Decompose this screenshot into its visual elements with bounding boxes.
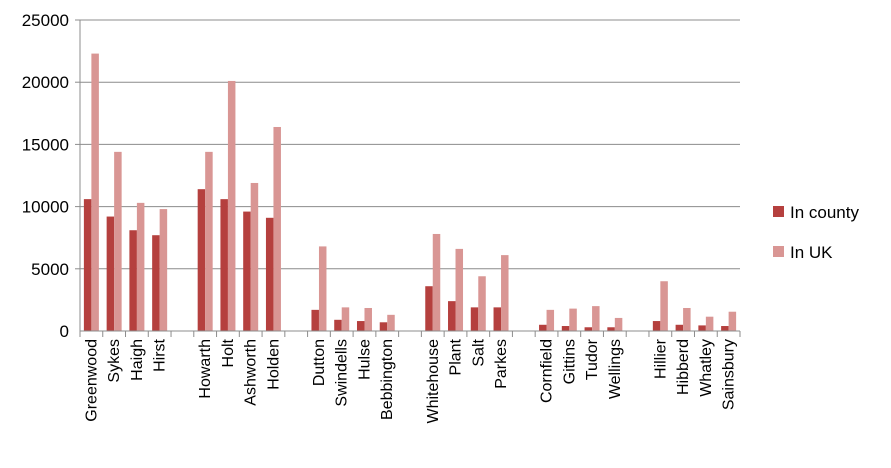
bar-in-county bbox=[220, 199, 228, 331]
bar-in-county bbox=[561, 326, 570, 331]
x-tick-label: Dutton bbox=[311, 339, 328, 386]
y-tick-label: 0 bbox=[60, 322, 69, 341]
bar-in-uk bbox=[250, 182, 259, 331]
bar-in-county bbox=[265, 217, 274, 331]
x-tick-label: Tudor bbox=[584, 338, 601, 380]
bar-in-county bbox=[334, 319, 342, 331]
bar-in-county bbox=[243, 211, 251, 331]
x-tick-label: Whitehouse bbox=[425, 339, 442, 424]
bar-in-uk bbox=[683, 307, 691, 331]
bar-in-uk bbox=[318, 246, 327, 331]
x-tick-label: Ashworth bbox=[243, 339, 260, 406]
x-tick-label: Howarth bbox=[197, 339, 214, 399]
y-tick-label: 25000 bbox=[22, 11, 69, 30]
x-tick-label: Haigh bbox=[129, 339, 146, 381]
bar-in-county bbox=[311, 309, 319, 331]
x-tick-label: Swindells bbox=[334, 339, 351, 407]
legend-swatch-in-uk bbox=[773, 246, 784, 257]
y-tick-labels: 0 5000 10000 15000 20000 25000 bbox=[22, 11, 69, 341]
bar-in-county bbox=[356, 321, 365, 331]
bar-in-county bbox=[607, 327, 615, 331]
bar-in-county bbox=[448, 301, 456, 331]
x-tick-label: Holt bbox=[220, 338, 237, 367]
x-tick-label: Parkes bbox=[493, 339, 510, 389]
x-tick-label: Whatley bbox=[698, 339, 715, 397]
bar-in-uk bbox=[569, 308, 577, 331]
x-tick-label: Bebbington bbox=[379, 339, 396, 420]
x-tick-label: Sykes bbox=[106, 339, 123, 383]
bars bbox=[83, 53, 737, 332]
x-tick-label: Plant bbox=[448, 338, 465, 375]
legend-label-in-uk: In UK bbox=[790, 243, 833, 262]
gridlines bbox=[80, 19, 740, 270]
bar-in-uk bbox=[136, 202, 145, 331]
axes bbox=[75, 19, 741, 337]
x-tick-label: Salt bbox=[470, 338, 487, 366]
y-tick-label: 10000 bbox=[22, 198, 69, 217]
bar-in-county bbox=[675, 324, 684, 331]
y-tick-label: 15000 bbox=[22, 135, 69, 154]
bar-in-county bbox=[721, 326, 729, 331]
bar-in-uk bbox=[273, 126, 281, 331]
legend-label-in-county: In county bbox=[790, 203, 859, 222]
bar-in-county bbox=[106, 216, 115, 331]
bar-in-uk bbox=[546, 309, 555, 331]
legend-swatch-in-county bbox=[773, 206, 784, 217]
bar-in-uk bbox=[432, 233, 441, 331]
bar-in-uk bbox=[728, 311, 737, 331]
x-tick-label: Sainsbury bbox=[721, 339, 738, 410]
y-tick-label: 5000 bbox=[31, 260, 69, 279]
bar-in-uk bbox=[501, 255, 509, 331]
bar-in-county bbox=[493, 307, 502, 331]
bar-in-uk bbox=[660, 281, 668, 331]
bar-in-uk bbox=[705, 316, 714, 331]
x-tick-label: Greenwood bbox=[83, 339, 100, 422]
y-tick-label: 20000 bbox=[22, 73, 69, 92]
x-tick-label: Wellings bbox=[607, 339, 624, 399]
x-tick-label: Hillier bbox=[652, 338, 669, 379]
bar-in-uk bbox=[614, 317, 623, 331]
bar-in-county bbox=[379, 322, 388, 331]
bar-in-uk bbox=[478, 276, 486, 331]
x-tick-label: Holden bbox=[265, 339, 282, 390]
bar-in-county bbox=[83, 199, 92, 331]
bar-in-county bbox=[470, 307, 479, 331]
bar-in-uk bbox=[592, 306, 600, 331]
bar-in-uk bbox=[455, 248, 464, 331]
bar-in-uk bbox=[364, 307, 372, 331]
bar-in-county bbox=[197, 189, 206, 331]
x-tick-label: Hulse bbox=[356, 339, 373, 380]
bar-in-uk bbox=[114, 151, 122, 331]
x-tick-label: Hibberd bbox=[675, 339, 692, 395]
bar-in-county bbox=[698, 325, 706, 331]
bar-in-county bbox=[584, 327, 593, 331]
x-tick-label: Hirst bbox=[152, 338, 169, 371]
x-tick-labels: Greenwood Sykes Haigh Hirst Howarth Holt Ashwo… bbox=[83, 338, 737, 423]
bar-in-county bbox=[539, 324, 547, 331]
bar-in-uk bbox=[387, 314, 395, 331]
bar-in-county bbox=[425, 286, 433, 331]
bar-in-county bbox=[129, 230, 137, 331]
bar-in-county bbox=[652, 321, 661, 331]
bar-in-uk bbox=[341, 307, 350, 331]
bar-in-county bbox=[152, 235, 160, 331]
legend: In county In UK bbox=[773, 203, 859, 262]
bar-in-uk bbox=[91, 53, 99, 331]
bar-in-uk bbox=[159, 209, 168, 331]
x-tick-label: Gittins bbox=[561, 339, 578, 384]
x-tick-label: Cornfield bbox=[539, 339, 556, 403]
bar-in-uk bbox=[205, 151, 213, 331]
bar-in-uk bbox=[227, 80, 236, 332]
